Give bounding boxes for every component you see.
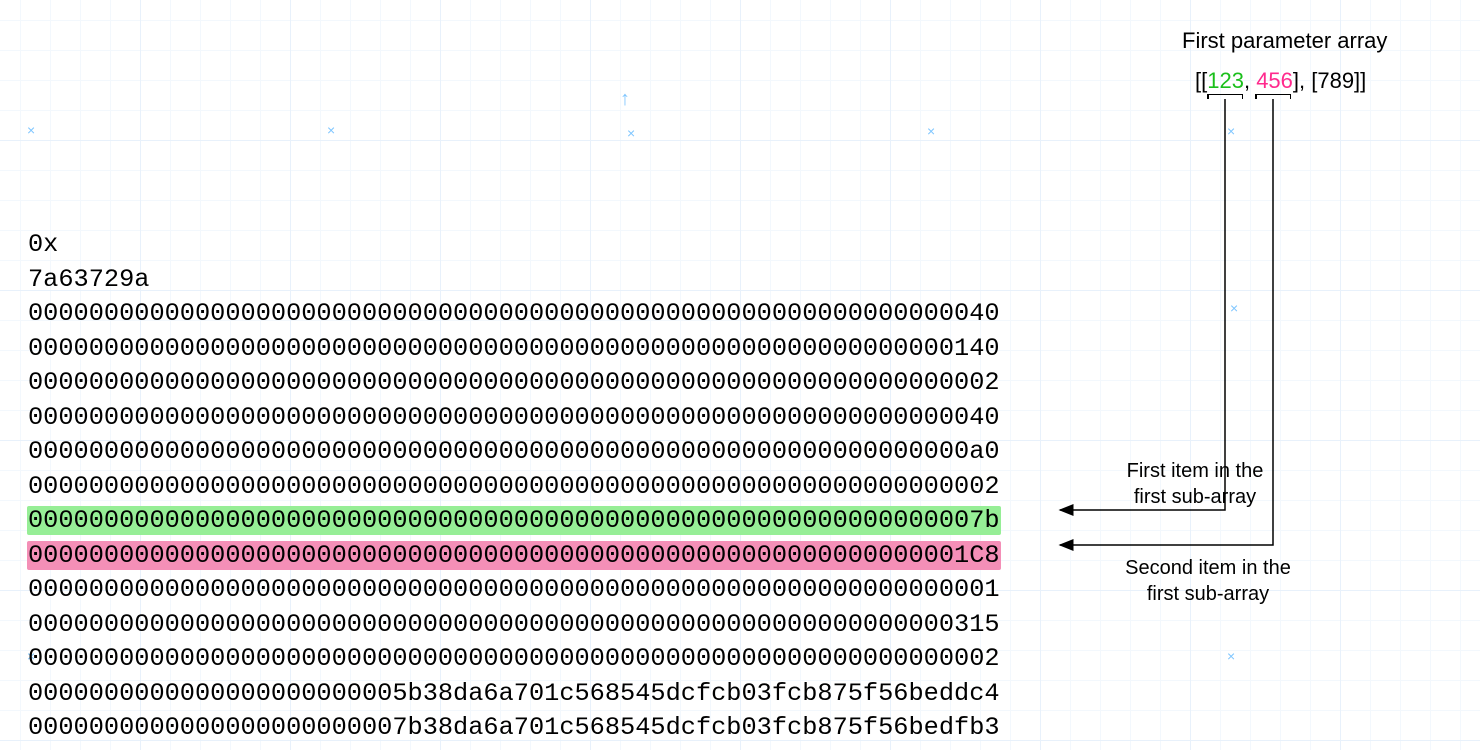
param-token: 456 [1256,68,1293,93]
hex-line-0: 0000000000000000000000000000000000000000… [28,297,1000,332]
editor-cross-icon: × [327,122,335,138]
param-token: , [1244,68,1256,93]
editor-cross-icon: × [627,125,635,141]
hex-line-8: 0000000000000000000000000000000000000000… [28,573,1000,608]
editor-cross-icon: × [27,122,35,138]
underline-123 [1207,94,1243,100]
hex-line-6: 0000000000000000000000000000000000000000… [28,504,1000,539]
caption-second-item: Second item in the first sub-array [1108,555,1308,607]
param-token: [[ [1195,68,1207,93]
hex-line-7: 0000000000000000000000000000000000000000… [28,539,1000,574]
hex-block: 0x 7a63729a 0000000000000000000000000000… [28,228,1000,746]
hex-line-11: 0000000000000000000000005b38da6a701c5685… [28,677,1000,712]
underline-456 [1255,94,1291,100]
param-token: 123 [1207,68,1244,93]
hex-line-5: 0000000000000000000000000000000000000000… [28,470,1000,505]
hex-line-2: 0000000000000000000000000000000000000000… [28,366,1000,401]
hex-line-3: 0000000000000000000000000000000000000000… [28,401,1000,436]
parameter-array-display: [[123, 456], [789]] [1195,68,1366,94]
hex-line-1: 0000000000000000000000000000000000000000… [28,332,1000,367]
hex-line-12: 0000000000000000000000007b38da6a701c5685… [28,711,1000,746]
annotation-title: First parameter array [1182,28,1387,54]
caption-line: first sub-array [1147,583,1269,605]
editor-cross-icon: × [927,123,935,139]
editor-cross-icon: × [1227,123,1235,139]
editor-cross-icon: × [1227,648,1235,664]
caption-first-item: First item in the first sub-array [1095,458,1295,510]
editor-cross-icon: × [1230,300,1238,316]
hex-line-9: 0000000000000000000000000000000000000000… [28,608,1000,643]
canvas: ×××××××× ↑ 0x 7a63729a 00000000000000000… [0,0,1480,750]
hex-prefix: 0x [28,228,1000,263]
caption-line: Second item in the [1125,557,1291,579]
caption-line: First item in the [1127,460,1264,482]
caption-line: first sub-array [1134,486,1256,508]
param-token: ], [789]] [1293,68,1366,93]
connector-123-to-line7 [1060,99,1225,510]
hex-selector: 7a63729a [28,263,1000,298]
hex-line-4: 0000000000000000000000000000000000000000… [28,435,1000,470]
hex-line-10: 0000000000000000000000000000000000000000… [28,642,1000,677]
up-arrow-icon: ↑ [620,88,630,111]
